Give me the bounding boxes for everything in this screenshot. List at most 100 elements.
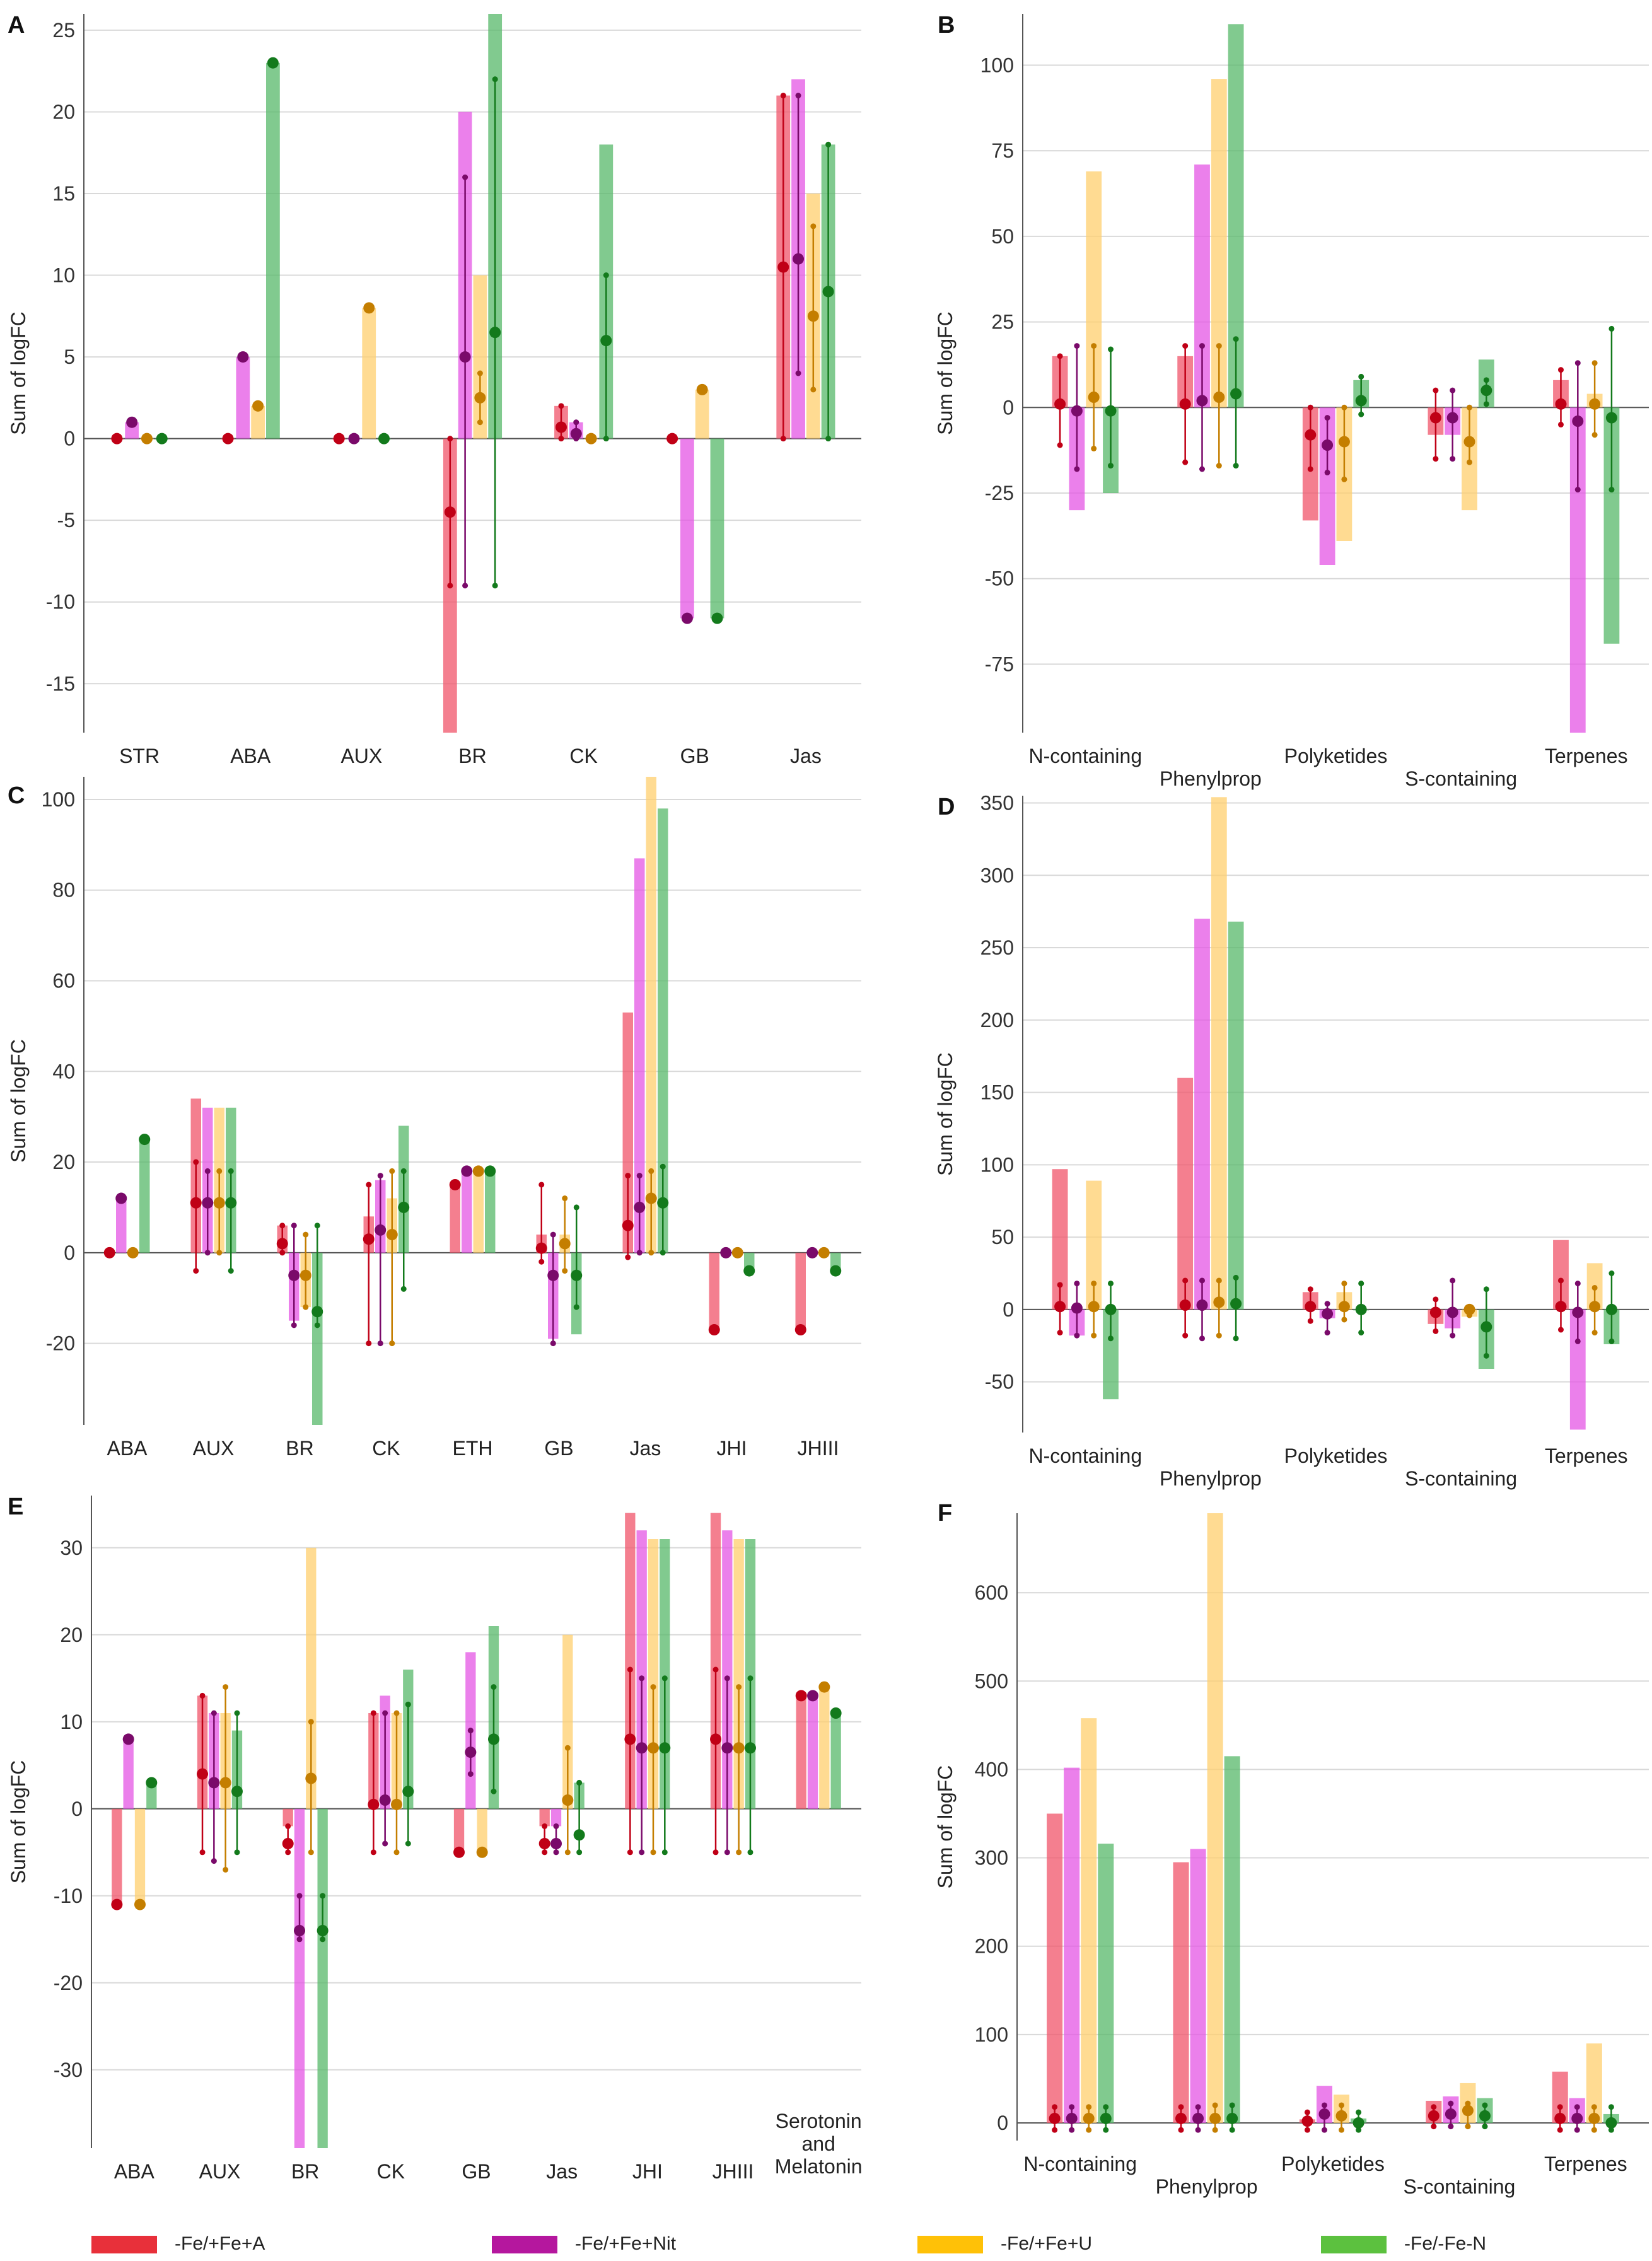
error-cap: [193, 1268, 199, 1274]
bar: [636, 1530, 647, 1809]
x-tick-label: N-containing: [1023, 2153, 1137, 2175]
mean-point: [777, 261, 789, 273]
mean-point: [1100, 2112, 1112, 2124]
error-cap: [1450, 387, 1456, 393]
mean-point: [1054, 398, 1066, 410]
error-cap: [1052, 2104, 1058, 2110]
error-cap: [1557, 421, 1564, 427]
mean-point: [743, 1265, 755, 1277]
legend-swatch: [492, 2236, 557, 2253]
mean-point: [585, 433, 597, 445]
bar: [634, 858, 645, 1253]
error-cap: [825, 436, 832, 442]
error-cap: [780, 436, 786, 442]
legend-swatch: [91, 2236, 157, 2253]
panel-letter: D: [938, 794, 955, 820]
x-tick-label: Phenylprop: [1160, 1467, 1262, 1490]
bar: [1207, 1513, 1223, 2123]
x-tick-label: GB: [544, 1437, 573, 1460]
x-tick-label: Phenylprop: [1156, 2175, 1258, 2198]
y-tick-label: -30: [54, 2059, 83, 2081]
mean-point: [219, 1777, 231, 1789]
error-cap: [558, 436, 564, 442]
x-tick-label: Polyketides: [1284, 1444, 1388, 1467]
mean-point: [636, 1742, 648, 1754]
x-tick-label: N-containing: [1028, 1444, 1142, 1467]
error-cap: [1339, 2102, 1345, 2108]
mean-point: [141, 433, 153, 445]
error-cap: [1074, 1332, 1080, 1339]
error-cap: [1233, 1274, 1239, 1281]
mean-point: [1175, 2112, 1187, 2124]
mean-point: [1588, 2112, 1600, 2124]
mean-point: [1179, 1299, 1191, 1311]
bar: [1098, 1844, 1114, 2123]
bar: [473, 1171, 484, 1253]
error-cap: [1321, 2127, 1327, 2133]
mean-point: [472, 1165, 484, 1177]
error-cap: [1074, 343, 1080, 349]
error-cap: [1433, 456, 1439, 462]
error-cap: [1341, 476, 1347, 482]
mean-point: [1054, 1301, 1066, 1313]
error-cap: [1324, 1330, 1330, 1336]
error-cap: [550, 1340, 556, 1347]
error-cap: [1307, 1318, 1313, 1324]
error-cap: [1233, 1335, 1239, 1342]
error-cap: [377, 1173, 383, 1179]
y-tick-label: 600: [975, 1581, 1008, 1604]
error-cap: [636, 1250, 643, 1256]
error-cap: [576, 1849, 583, 1856]
error-cap: [1341, 404, 1347, 410]
mean-point: [731, 1247, 743, 1258]
error-cap: [660, 1163, 666, 1170]
mean-point: [1213, 392, 1225, 403]
y-tick-label: -75: [985, 653, 1014, 675]
error-cap: [1307, 466, 1313, 472]
error-cap: [573, 1204, 579, 1211]
mean-point: [282, 1838, 294, 1849]
error-cap: [1431, 2104, 1437, 2110]
error-cap: [553, 1823, 559, 1829]
error-cap: [573, 1304, 579, 1310]
error-cap: [1304, 2109, 1310, 2115]
mean-point: [126, 416, 138, 428]
mean-point: [559, 1238, 571, 1250]
error-cap: [627, 1666, 633, 1673]
mean-point: [103, 1247, 115, 1258]
mean-point: [1554, 2112, 1566, 2124]
mean-point: [378, 433, 390, 445]
mean-point: [484, 1165, 496, 1177]
mean-point: [156, 433, 168, 445]
error-cap: [1182, 343, 1189, 349]
mean-point: [1429, 412, 1441, 424]
bar: [116, 1198, 127, 1253]
mean-point: [1463, 436, 1475, 448]
mean-point: [1589, 398, 1601, 410]
error-cap: [1574, 360, 1581, 366]
error-cap: [661, 1849, 668, 1856]
y-tick-label: -15: [46, 672, 75, 695]
error-cap: [1074, 1281, 1080, 1287]
error-cap: [1108, 1281, 1114, 1287]
mean-point: [237, 351, 249, 363]
panel-letter: F: [938, 1500, 952, 1526]
mean-point: [1071, 405, 1083, 417]
mean-point: [311, 1306, 323, 1318]
y-tick-label: 50: [991, 225, 1014, 248]
error-cap: [377, 1340, 383, 1347]
error-cap: [405, 1840, 411, 1847]
bar: [1211, 797, 1227, 1310]
mean-point: [1105, 405, 1117, 417]
mean-point: [202, 1197, 214, 1209]
error-cap: [1358, 373, 1364, 380]
error-cap: [216, 1250, 223, 1256]
x-tick-label: BR: [286, 1437, 313, 1460]
error-cap: [1591, 1330, 1598, 1336]
error-cap: [1483, 1352, 1489, 1359]
error-cap: [204, 1250, 211, 1256]
mean-point: [1555, 398, 1567, 410]
mean-point: [1605, 412, 1617, 424]
error-cap: [389, 1168, 395, 1174]
y-tick-label: 0: [64, 427, 75, 450]
